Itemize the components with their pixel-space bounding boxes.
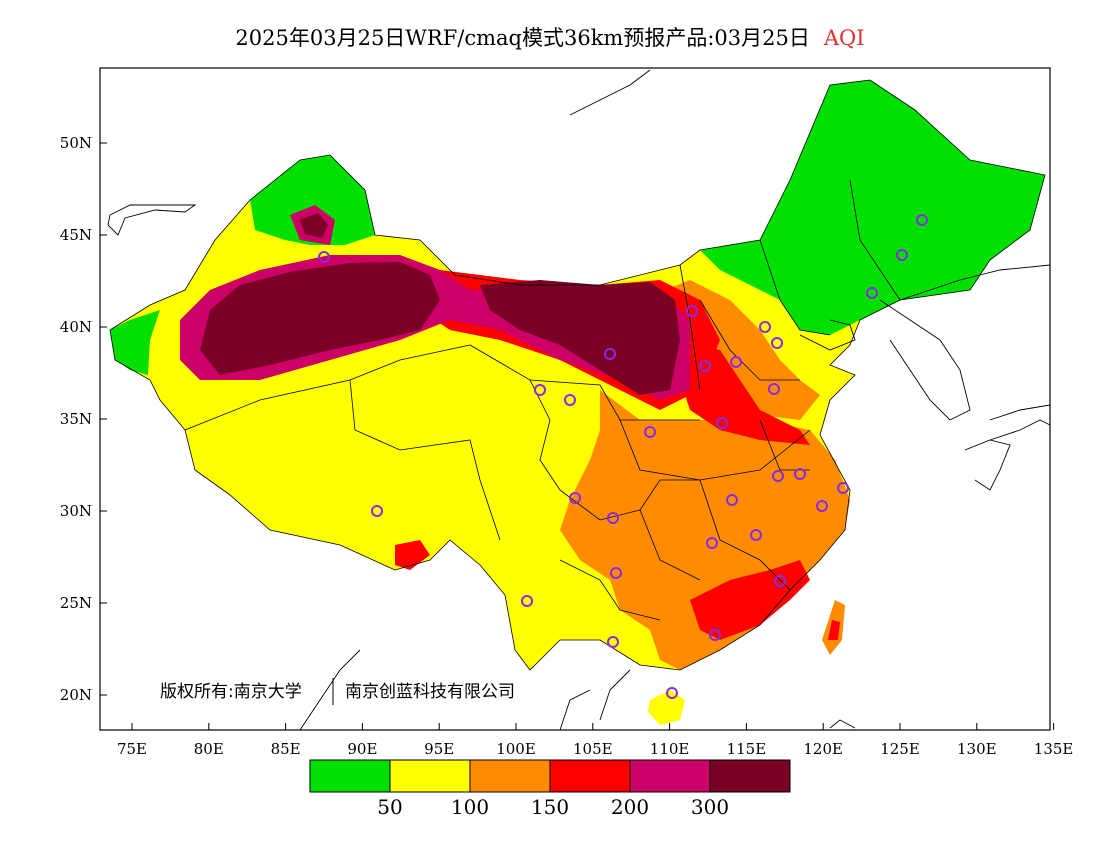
region-aqi-50-northwest [250, 155, 375, 245]
station-marker [750, 529, 762, 541]
copyright-text-2: 南京创蓝科技有限公司 [345, 682, 515, 702]
legend-label: 100 [451, 795, 489, 819]
copyright-text: 版权所有:南京大学 [160, 682, 302, 702]
map-plot-area: 版权所有:南京大学 南京创蓝科技有限公司 [107, 69, 1050, 730]
axes: 75E 80E 85E 90E 95E 100E 105E 110E 115E 120E 125E 1… [60, 134, 1074, 758]
lat-tick-label: 20N [60, 686, 92, 704]
station-marker [521, 595, 533, 607]
legend-swatch [469, 759, 551, 793]
lon-tick-label: 105E [573, 740, 613, 758]
station-marker [772, 470, 784, 482]
legend-swatch [309, 759, 391, 793]
station-marker [644, 426, 656, 438]
station-marker [726, 494, 738, 506]
lat-tick-label: 25N [60, 594, 92, 612]
plot-frame [99, 67, 1051, 731]
station-marker [607, 636, 619, 648]
station-marker [866, 287, 878, 299]
region-aqi-above-300-tarim [200, 262, 440, 375]
lat-tick-label: 40N [60, 318, 92, 336]
lon-tick-label: 90E [347, 740, 377, 758]
colorbar-legend: 50 100 150 200 300 [309, 759, 791, 819]
lon-tick-label: 135E [1034, 740, 1074, 758]
station-marker [564, 394, 576, 406]
lon-tick-label: 110E [650, 740, 690, 758]
station-marker [774, 575, 786, 587]
lon-tick-label: 75E [117, 740, 147, 758]
province-boundaries [109, 79, 1046, 671]
lon-tick-label: 120E [803, 740, 843, 758]
station-marker [730, 356, 742, 368]
title-text: 2025年03月25日WRF/cmaq模式36km预报产品:03月25日 [235, 26, 810, 50]
station-marker [607, 512, 619, 524]
station-marker [371, 505, 383, 517]
region-aqi-above-300-small [300, 213, 328, 238]
legend-label: 200 [611, 795, 649, 819]
region-aqi-200-north [680, 340, 810, 445]
station-marker [569, 492, 581, 504]
station-marker [709, 629, 721, 641]
lon-tick-label: 95E [424, 740, 454, 758]
station-marker [771, 337, 783, 349]
station-marker [837, 482, 849, 494]
lon-tick-label: 115E [727, 740, 767, 758]
station-marker [896, 249, 908, 261]
lon-tick-label: 85E [271, 740, 301, 758]
region-aqi-above-300-gobi [480, 280, 680, 395]
station-marker [768, 383, 780, 395]
station-marker [318, 251, 330, 263]
legend-swatch [709, 759, 791, 793]
map-title: 2025年03月25日WRF/cmaq模式36km预报产品:03月25日 AQI [0, 22, 1100, 52]
station-marker [686, 305, 698, 317]
lat-tick-label: 50N [60, 134, 92, 152]
lon-tick-label: 125E [880, 740, 920, 758]
region-aqi-50-northeast [700, 80, 1045, 335]
station-marker [759, 321, 771, 333]
legend-swatch [389, 759, 471, 793]
legend-swatch [629, 759, 711, 793]
region-aqi-50-west [110, 310, 160, 375]
lon-tick-label: 100E [496, 740, 536, 758]
legend-label: 300 [691, 795, 729, 819]
coastlines [107, 69, 1050, 730]
station-marker [534, 384, 546, 396]
variable-label: AQI [823, 26, 865, 50]
region-hainan [648, 690, 685, 725]
station-marker [610, 567, 622, 579]
lat-tick-label: 45N [60, 226, 92, 244]
region-aqi-200-tibet [395, 540, 430, 570]
legend-label: 50 [377, 795, 402, 819]
legend-label: 150 [531, 795, 569, 819]
station-marker [716, 417, 728, 429]
station-marker [604, 348, 616, 360]
stations [318, 214, 928, 699]
lat-tick-label: 30N [60, 502, 92, 520]
lon-tick-label: 130E [957, 740, 997, 758]
station-marker [794, 468, 806, 480]
station-marker [699, 360, 711, 372]
station-marker [666, 687, 678, 699]
station-marker [916, 214, 928, 226]
lon-tick-label: 80E [194, 740, 224, 758]
station-marker [816, 500, 828, 512]
legend-swatch [549, 759, 631, 793]
region-taiwan-red [828, 620, 840, 640]
lat-tick-label: 35N [60, 410, 92, 428]
station-marker [706, 537, 718, 549]
